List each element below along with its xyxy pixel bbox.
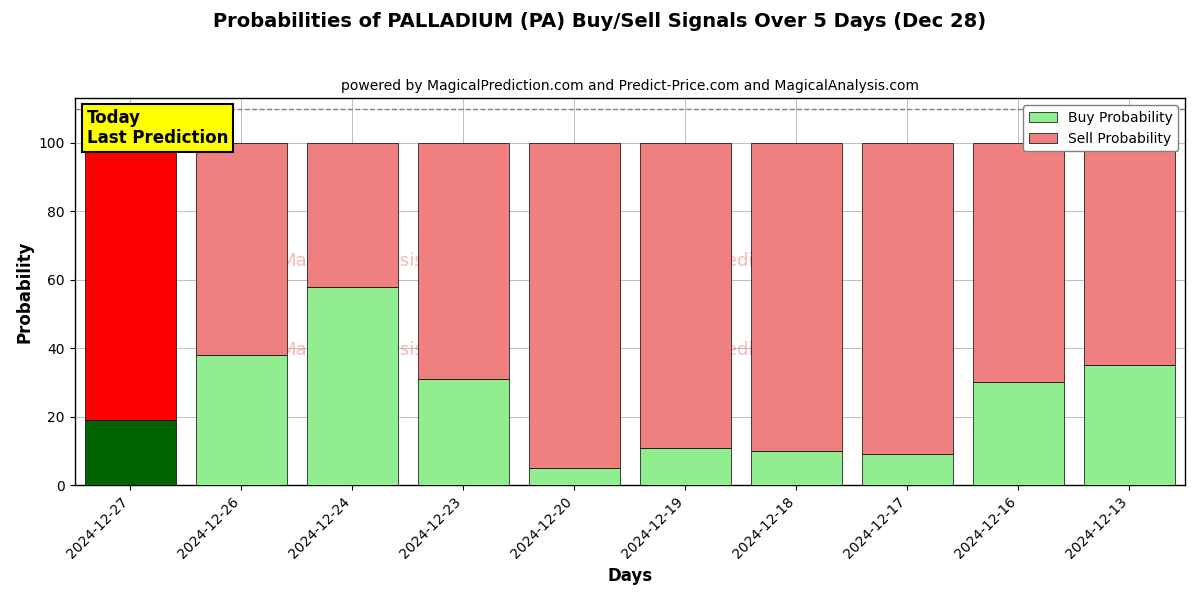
Bar bbox=[196, 355, 287, 485]
Bar bbox=[196, 143, 287, 355]
Bar bbox=[418, 143, 509, 379]
Bar bbox=[640, 143, 731, 448]
Text: Probabilities of PALLADIUM (PA) Buy/Sell Signals Over 5 Days (Dec 28): Probabilities of PALLADIUM (PA) Buy/Sell… bbox=[214, 12, 986, 31]
Text: MagicalPrediction.com: MagicalPrediction.com bbox=[640, 341, 842, 359]
Bar bbox=[751, 143, 842, 451]
Bar bbox=[307, 287, 397, 485]
Bar bbox=[1084, 365, 1175, 485]
Bar bbox=[529, 143, 620, 468]
Bar bbox=[529, 468, 620, 485]
Text: Today
Last Prediction: Today Last Prediction bbox=[86, 109, 228, 148]
Bar bbox=[1084, 143, 1175, 365]
Bar bbox=[307, 143, 397, 287]
Bar bbox=[973, 143, 1064, 382]
Title: powered by MagicalPrediction.com and Predict-Price.com and MagicalAnalysis.com: powered by MagicalPrediction.com and Pre… bbox=[341, 79, 919, 93]
Text: MagicalPrediction.com: MagicalPrediction.com bbox=[640, 252, 842, 270]
Y-axis label: Probability: Probability bbox=[16, 241, 34, 343]
Bar bbox=[85, 143, 175, 420]
Bar bbox=[640, 448, 731, 485]
Bar bbox=[862, 454, 953, 485]
Bar bbox=[751, 451, 842, 485]
Bar bbox=[862, 143, 953, 454]
Text: MagicalAnalysis.com: MagicalAnalysis.com bbox=[281, 252, 468, 270]
Legend: Buy Probability, Sell Probability: Buy Probability, Sell Probability bbox=[1024, 105, 1178, 151]
X-axis label: Days: Days bbox=[607, 567, 653, 585]
Text: MagicalAnalysis.com: MagicalAnalysis.com bbox=[281, 341, 468, 359]
Bar bbox=[85, 420, 175, 485]
Bar bbox=[418, 379, 509, 485]
Bar bbox=[973, 382, 1064, 485]
